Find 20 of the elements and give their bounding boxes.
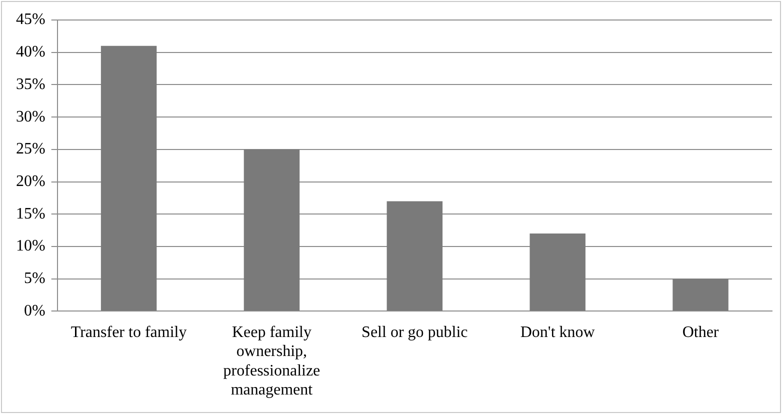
x-tick-label: Keep family ownership, professionalize management (223, 324, 320, 399)
y-tick-label: 35% (16, 76, 46, 93)
y-tick-label: 15% (16, 205, 46, 222)
y-tick-label: 30% (16, 108, 46, 126)
y-tick-label: 10% (16, 238, 46, 255)
bar (244, 149, 300, 311)
bar (530, 234, 586, 311)
x-tick-label: Transfer to family (70, 324, 187, 342)
y-tick-label: 20% (16, 172, 46, 190)
y-tick-label: 5% (24, 270, 46, 288)
y-tick-label: 25% (16, 140, 46, 158)
x-tick-label: Don't know (520, 324, 596, 342)
y-tick-label: 45% (16, 11, 46, 28)
y-tick-label: 40% (16, 44, 46, 61)
x-tick-label: Sell or go public (362, 324, 468, 342)
bar (672, 278, 728, 311)
bar (386, 201, 443, 311)
x-tick-label: Other (682, 324, 720, 342)
bar (100, 46, 157, 311)
y-tick-label: 0% (24, 302, 46, 320)
